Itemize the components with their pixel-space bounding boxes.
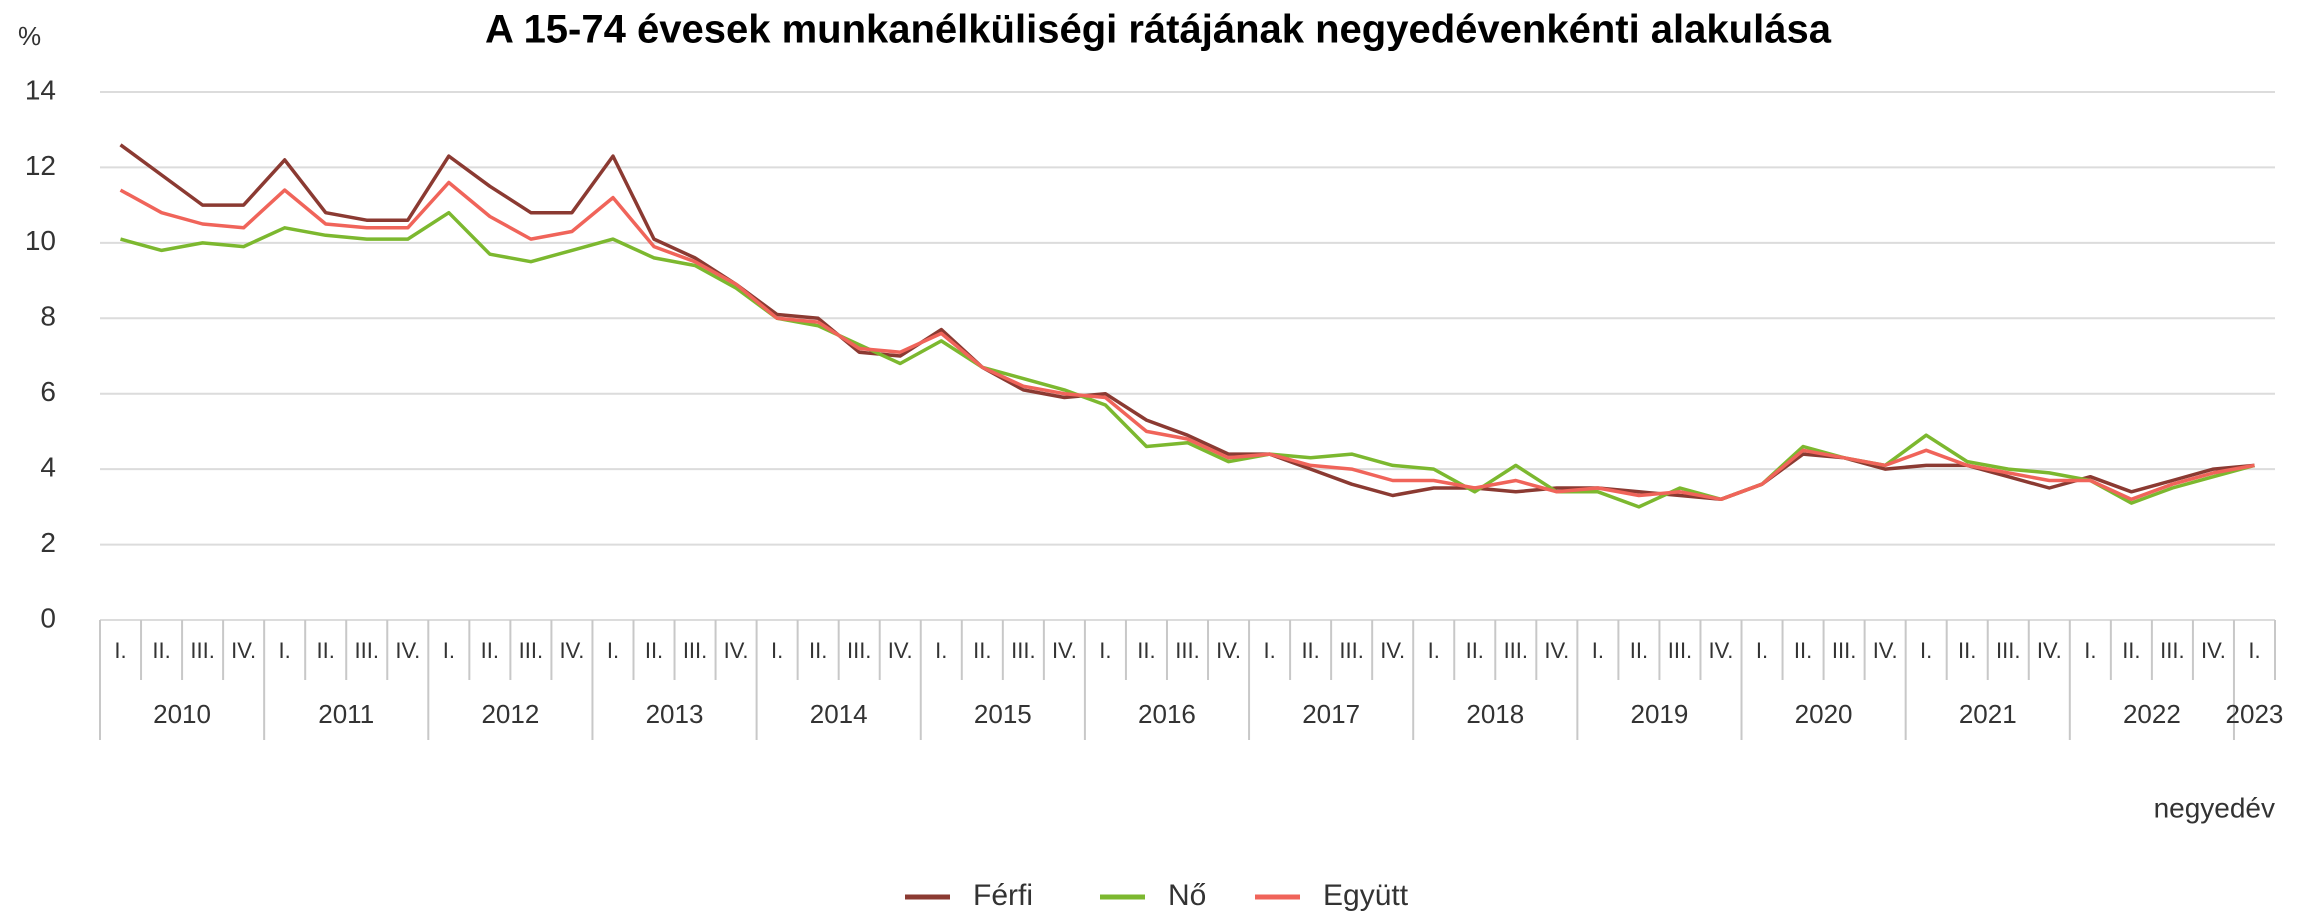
x-tick-label: IV. — [2037, 638, 2062, 663]
series-line — [119, 143, 2255, 502]
x-tick-label: I. — [1592, 638, 1604, 663]
legend-label: Együtt — [1323, 879, 1409, 912]
x-tick-label: I. — [1099, 638, 1111, 663]
x-tick-label: II. — [1466, 638, 1484, 663]
x-tick-label: IV. — [888, 638, 913, 663]
x-tick-label: II. — [317, 638, 335, 663]
y-tick-label: 14 — [25, 74, 56, 105]
x-tick-label: II. — [645, 638, 663, 663]
x-tick-label: III. — [1668, 638, 1692, 663]
x-tick-label: IV. — [231, 638, 256, 663]
x-tick-label: I. — [279, 638, 291, 663]
x-axis-label: negyedév — [2154, 792, 2275, 823]
x-tick-label: II. — [1794, 638, 1812, 663]
x-tick-label: II. — [481, 638, 499, 663]
x-tick-label: II. — [1137, 638, 1155, 663]
x-tick-label: III. — [1504, 638, 1528, 663]
x-tick-label: I. — [1263, 638, 1275, 663]
x-tick-label: IV. — [1052, 638, 1077, 663]
x-tick-label: II. — [1301, 638, 1319, 663]
x-tick-label: IV. — [2201, 638, 2226, 663]
x-group-label: 2010 — [153, 699, 211, 729]
y-tick-label: 8 — [40, 301, 56, 332]
x-tick-label: II. — [1958, 638, 1976, 663]
x-tick-label: III. — [1996, 638, 2020, 663]
x-tick-label: III. — [2160, 638, 2184, 663]
x-group-label: 2020 — [1795, 699, 1853, 729]
x-tick-label: I. — [1428, 638, 1440, 663]
x-tick-label: III. — [1011, 638, 1035, 663]
x-tick-label: IV. — [724, 638, 749, 663]
y-tick-label: 12 — [25, 150, 56, 181]
series-line — [120, 210, 2255, 509]
x-tick-label: IV. — [1544, 638, 1569, 663]
y-tick-label: 4 — [40, 452, 56, 483]
x-group-label: 2017 — [1302, 699, 1360, 729]
x-tick-label: III. — [1339, 638, 1363, 663]
x-tick-label: III. — [683, 638, 707, 663]
series-line — [119, 180, 2255, 502]
y-tick-label: 6 — [40, 376, 56, 407]
x-tick-label: III. — [519, 638, 543, 663]
x-group-label: 2013 — [646, 699, 704, 729]
x-tick-label: I. — [2248, 638, 2260, 663]
x-group-label: 2015 — [974, 699, 1032, 729]
x-tick-label: I. — [114, 638, 126, 663]
x-group-label: 2018 — [1466, 699, 1524, 729]
x-tick-label: IV. — [1216, 638, 1241, 663]
x-tick-label: I. — [771, 638, 783, 663]
x-tick-label: II. — [152, 638, 170, 663]
x-tick-label: I. — [1756, 638, 1768, 663]
x-tick-label: II. — [1630, 638, 1648, 663]
chart-title: A 15-74 évesek munkanélküliségi rátájána… — [485, 8, 1832, 52]
x-group-label: 2016 — [1138, 699, 1196, 729]
x-tick-label: II. — [2122, 638, 2140, 663]
x-tick-label: III. — [847, 638, 871, 663]
x-tick-label: I. — [1920, 638, 1932, 663]
x-tick-label: I. — [607, 638, 619, 663]
legend-label: Nő — [1168, 879, 1206, 912]
x-group-label: 2011 — [318, 699, 374, 729]
x-tick-label: III. — [1175, 638, 1199, 663]
legend-label: Férfi — [973, 879, 1033, 912]
x-tick-label: I. — [443, 638, 455, 663]
y-tick-label: 10 — [25, 225, 56, 256]
x-group-label: 2012 — [481, 699, 539, 729]
y-tick-label: 2 — [40, 527, 56, 558]
x-tick-label: I. — [935, 638, 947, 663]
x-group-label: 2023 — [2226, 699, 2284, 729]
x-tick-label: IV. — [1873, 638, 1898, 663]
x-group-label: 2019 — [1631, 699, 1689, 729]
x-tick-label: IV. — [559, 638, 584, 663]
x-group-label: 2022 — [2123, 699, 2181, 729]
x-tick-label: IV. — [1709, 638, 1734, 663]
x-tick-label: III. — [190, 638, 214, 663]
y-tick-label: 0 — [40, 602, 56, 633]
y-axis-label: % — [18, 21, 41, 51]
x-tick-label: II. — [973, 638, 991, 663]
x-group-label: 2021 — [1959, 699, 2017, 729]
x-tick-label: I. — [2084, 638, 2096, 663]
x-group-label: 2014 — [810, 699, 868, 729]
x-tick-label: IV. — [1380, 638, 1405, 663]
x-tick-label: III. — [355, 638, 379, 663]
x-tick-label: III. — [1832, 638, 1856, 663]
x-tick-label: II. — [809, 638, 827, 663]
x-tick-label: IV. — [395, 638, 420, 663]
